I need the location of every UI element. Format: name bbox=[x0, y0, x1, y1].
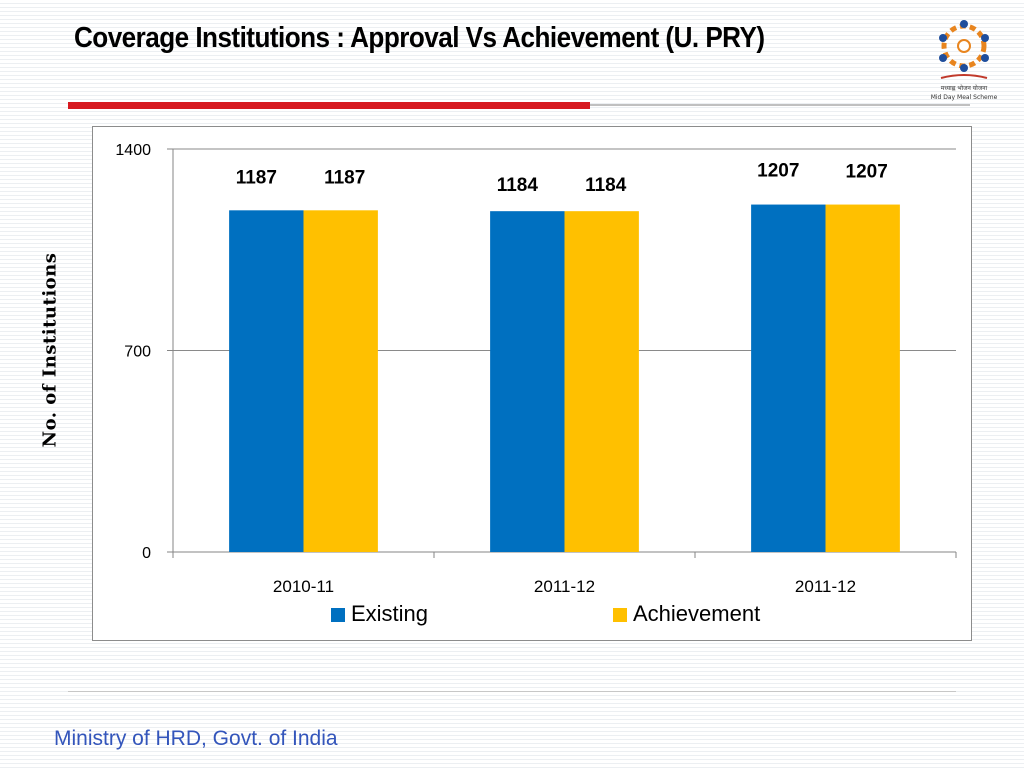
legend-swatch-existing bbox=[331, 608, 345, 622]
logo-hindi-text: मध्याह्न भोजन योजना bbox=[941, 84, 988, 92]
legend-label-existing: Existing bbox=[351, 601, 428, 626]
x-tick-label: 2011-12 bbox=[534, 577, 595, 596]
y-tick-label: 0 bbox=[142, 545, 151, 562]
y-tick-label: 700 bbox=[124, 344, 151, 361]
data-label: 1184 bbox=[585, 175, 627, 196]
bar-existing bbox=[490, 211, 565, 553]
bar-existing bbox=[229, 210, 304, 552]
x-tick-label: 2010-11 bbox=[273, 577, 334, 596]
y-axis-label: No. of Institutions bbox=[39, 252, 61, 448]
x-tick-label: 2011-12 bbox=[795, 577, 856, 596]
legend-swatch-achievement bbox=[613, 608, 627, 622]
y-tick-label: 1400 bbox=[115, 142, 151, 159]
bar-chart: 0 700 1400 1187 1187 2010-11 1184 1184 2011-12 12… bbox=[115, 142, 957, 626]
bar-achievement bbox=[564, 211, 639, 553]
slide-title: Coverage Institutions : Approval Vs Achi… bbox=[74, 22, 765, 54]
title-divider-red bbox=[68, 102, 590, 109]
bar-achievement bbox=[303, 210, 378, 552]
footer-text: Ministry of HRD, Govt. of India bbox=[54, 727, 338, 750]
footer-divider bbox=[68, 691, 956, 692]
data-label: 1184 bbox=[497, 175, 539, 196]
legend-label-achievement: Achievement bbox=[633, 601, 760, 626]
chart-area: 0 700 1400 1187 1187 2010-11 1184 1184 2011-12 12… bbox=[92, 126, 972, 641]
data-label: 1187 bbox=[236, 167, 277, 188]
logo-english-text: Mid Day Meal Scheme bbox=[931, 94, 998, 101]
bar-existing bbox=[751, 204, 826, 552]
data-label: 1207 bbox=[757, 161, 799, 182]
bar-achievement bbox=[825, 204, 900, 552]
data-label: 1207 bbox=[846, 162, 888, 183]
data-label: 1187 bbox=[324, 167, 365, 188]
title-divider-gray bbox=[590, 104, 970, 106]
mid-day-meal-logo-icon: मध्याह्न भोजन योजना Mid Day Meal Scheme bbox=[931, 20, 998, 101]
